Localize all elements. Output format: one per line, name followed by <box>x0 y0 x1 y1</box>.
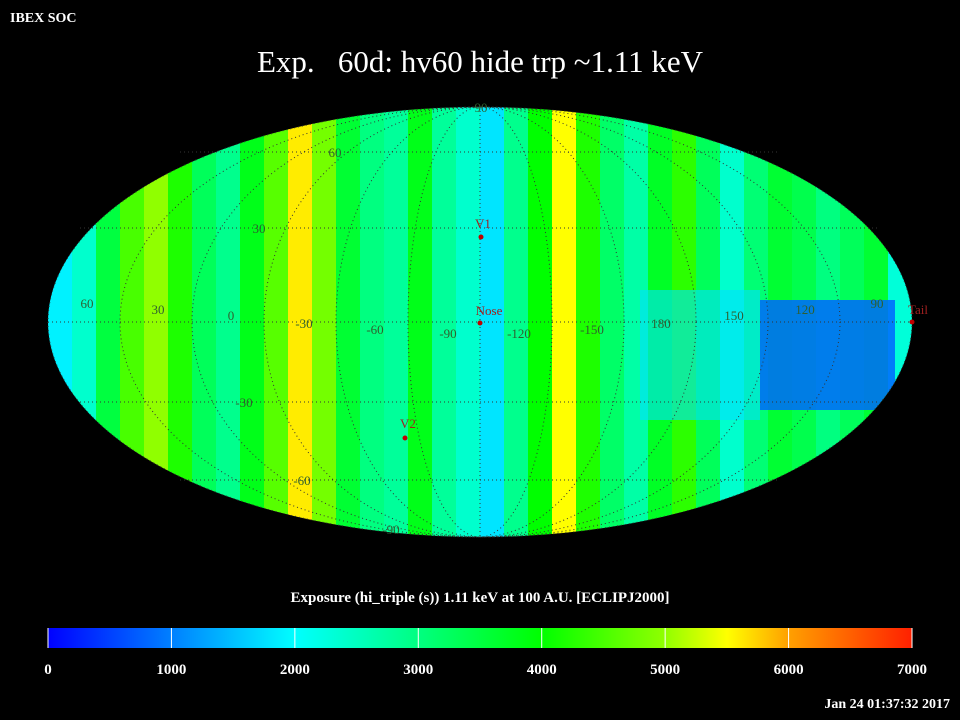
longitude-label: -60 <box>366 322 383 337</box>
longitude-label: -90 <box>439 326 456 341</box>
exposure-strip <box>528 107 553 537</box>
exposure-strip <box>240 107 265 537</box>
longitude-label: 90 <box>871 296 884 311</box>
exposure-strip <box>408 107 433 537</box>
colorbar-tick-label: 6000 <box>774 662 804 678</box>
latitude-label: -60 <box>293 473 310 488</box>
marker-dot <box>909 319 915 325</box>
colorbar-tick-label: 5000 <box>650 662 680 678</box>
colorbar-tick-label: 4000 <box>527 662 557 678</box>
exposure-strip <box>552 107 577 537</box>
latitude-label: 90 <box>475 100 488 115</box>
low-exposure-edge <box>640 290 760 420</box>
longitude-label: -120 <box>507 326 531 341</box>
exposure-strip <box>192 107 217 537</box>
longitude-label: 150 <box>724 308 744 323</box>
exposure-strip <box>336 107 361 537</box>
exposure-strip <box>264 107 289 537</box>
longitude-label: 0 <box>228 308 235 323</box>
colorbar-tick-label: 0 <box>44 662 52 678</box>
exposure-strip <box>480 107 505 537</box>
colorbar-tick-label: 7000 <box>897 662 927 678</box>
corner-label: IBEX SOC <box>10 11 77 26</box>
map-title: Exp. 60d: hv60 hide trp ~1.11 keV <box>257 44 704 79</box>
colorbar-tick-label: 1000 <box>156 662 186 678</box>
longitude-label: -150 <box>580 322 604 337</box>
low-exposure-region <box>760 300 895 410</box>
exposure-strip <box>312 107 337 537</box>
exposure-strip <box>216 107 241 537</box>
exposure-strip <box>432 107 457 537</box>
exposure-strip <box>456 107 481 537</box>
marker-label: Tail <box>908 302 928 317</box>
colorbar-tick-label: 3000 <box>403 662 433 678</box>
colorbar-title: Exposure (hi_triple (s)) 1.11 keV at 100… <box>290 590 669 606</box>
marker-dot <box>402 435 408 441</box>
longitude-label: 120 <box>795 302 815 317</box>
map-labels: 90 60 30 -30 -60 -90 60 30 0 -30 -60 -90 -120 -150 180… <box>81 100 929 537</box>
exposure-strip <box>384 107 409 537</box>
latitude-label: 30 <box>253 221 266 236</box>
marker-dot <box>477 320 483 326</box>
graticule <box>47 106 913 538</box>
colorbar-tick-label: 2000 <box>280 662 310 678</box>
marker-dot <box>478 234 484 240</box>
latitude-label: -30 <box>235 395 252 410</box>
colorbar <box>48 628 912 648</box>
longitude-label: 30 <box>152 302 165 317</box>
latitude-label: -90 <box>382 522 399 537</box>
colorbar-ticks: 0 1000 2000 3000 4000 5000 6000 7000 <box>44 628 927 678</box>
marker-label: Nose <box>476 303 503 318</box>
longitude-label: 180 <box>651 316 671 331</box>
longitude-label: 60 <box>81 296 94 311</box>
longitude-label: -30 <box>295 316 312 331</box>
exposure-strip <box>504 107 529 537</box>
marker-label: V1 <box>475 216 491 231</box>
timestamp: Jan 24 01:37:32 2017 <box>824 697 950 712</box>
latitude-label: 60 <box>329 145 342 160</box>
marker-label: V2 <box>400 416 416 431</box>
